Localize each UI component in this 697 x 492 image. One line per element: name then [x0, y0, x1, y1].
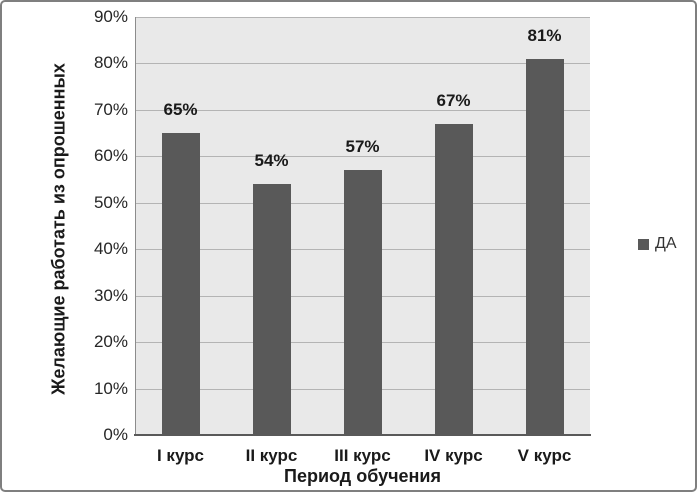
- x-axis-line: [134, 434, 591, 436]
- data-label-V курс: 81%: [527, 25, 562, 45]
- x-tick-label-IV курс: IV курс: [424, 446, 483, 465]
- bar-II курс: [252, 184, 291, 435]
- y-axis-line: [135, 17, 136, 435]
- plot-area: 65% 54% 57% 67% 81%: [135, 17, 590, 435]
- y-tick-label-40: 40%: [93, 239, 128, 259]
- data-label-II курс: 54%: [254, 151, 289, 171]
- y-tick-label-50: 50%: [93, 192, 128, 212]
- y-tick-label-10: 10%: [93, 378, 128, 398]
- y-tick-label-70: 70%: [93, 99, 128, 119]
- gridline-70: [135, 109, 590, 111]
- y-tick-label-20: 20%: [93, 332, 128, 352]
- data-label-III курс: 57%: [345, 137, 380, 157]
- legend-label-da: ДА: [655, 235, 677, 252]
- bar-III курс: [343, 170, 382, 435]
- y-tick-label-90: 90%: [93, 7, 128, 26]
- y-tick-label-0: 0%: [103, 425, 128, 444]
- gridline-60: [135, 156, 590, 158]
- bar-V курс: [525, 58, 564, 435]
- gridline-90: [135, 17, 590, 18]
- bar-I курс: [161, 133, 200, 435]
- x-axis-title: Период обучения: [284, 466, 441, 486]
- x-tick-label-II курс: II курс: [245, 446, 298, 465]
- y-tick-label-30: 30%: [93, 285, 128, 305]
- x-tick-label-I курс: I курс: [156, 446, 205, 465]
- x-tick-label-III курс: III курс: [334, 446, 391, 465]
- bar-IV курс: [434, 123, 473, 435]
- data-label-IV курс: 67%: [436, 90, 471, 110]
- x-tick-label-V курс: V курс: [517, 446, 572, 465]
- legend: ДА: [638, 235, 677, 253]
- legend-swatch-da: [638, 238, 649, 250]
- gridline-80: [135, 63, 590, 65]
- data-label-I курс: 65%: [163, 100, 198, 120]
- y-tick-label-80: 80%: [93, 53, 128, 73]
- y-tick-label-60: 60%: [93, 146, 128, 166]
